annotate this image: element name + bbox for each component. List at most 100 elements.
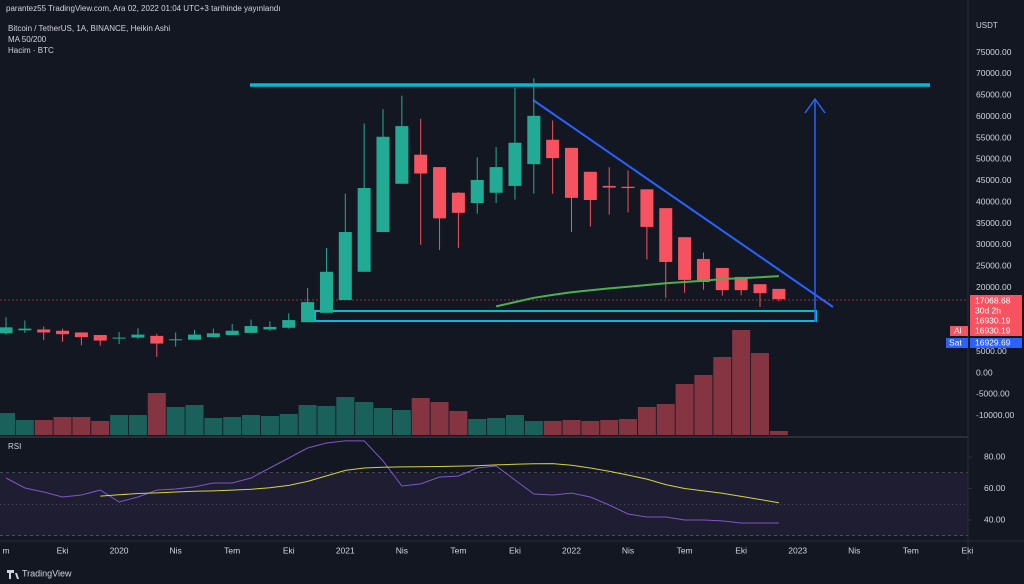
y-tick-label: 65000.00 (976, 90, 1012, 100)
x-tick-label: Nis (170, 545, 182, 555)
volume-bar (769, 431, 788, 435)
x-tick-label: Tem (677, 545, 693, 555)
volume-bar (53, 417, 72, 435)
volume-bar (34, 420, 53, 435)
sell-label-tag (946, 338, 968, 348)
rsi-ma-line (100, 463, 779, 504)
last-price: 17068.68 (975, 295, 1011, 305)
volume-bar (487, 418, 506, 435)
candle-body (734, 276, 748, 291)
volume-bar (751, 353, 769, 435)
candle-body (37, 329, 51, 333)
candle-body (376, 136, 390, 233)
volume-bar (0, 413, 15, 435)
candle-body (169, 339, 183, 341)
candle-body (772, 288, 786, 300)
x-tick-label: m (2, 545, 9, 555)
volume-bar (675, 384, 694, 435)
rsi-layer (0, 440, 968, 537)
volume-bar (430, 402, 449, 435)
currency: USDT (976, 21, 998, 30)
volume-bar (562, 420, 581, 435)
volume-bar (581, 421, 600, 435)
last-price-tag (970, 295, 1022, 327)
countdown: 30d 2h (975, 305, 1001, 315)
volume-layer (0, 330, 788, 435)
candle-body (225, 330, 239, 336)
y-tick-label: 75000.00 (976, 47, 1012, 57)
volume-bar (15, 420, 34, 435)
volume-bar (355, 402, 374, 435)
published: parantez55 TradingView.com, Ara 02, 2022… (6, 4, 280, 13)
buy-tag (970, 326, 1022, 336)
x-tick-label: Nis (622, 545, 634, 555)
candle-body (546, 139, 560, 159)
volume-bar (147, 393, 166, 435)
candle-body (508, 142, 522, 186)
ma-line (495, 275, 779, 308)
volume-bar (637, 407, 656, 435)
volume-bar (110, 415, 129, 435)
volume-bar (656, 404, 675, 435)
y-tick-label: 55000.00 (976, 132, 1012, 142)
volume-bar (336, 397, 355, 435)
x-tick-label: Eki (509, 545, 521, 555)
volume-bar (732, 330, 751, 435)
candle-body (319, 271, 333, 313)
y-tick-label: 30000.00 (976, 239, 1012, 249)
sell-price: 16929.69 (975, 337, 1011, 347)
support-box (314, 310, 817, 322)
volume-bar (317, 406, 336, 435)
volume-bar (260, 416, 279, 435)
axes: 75000.00 70000.00 65000.00 60000.00 55000.00… (2, 47, 1014, 555)
candle-body (565, 147, 578, 198)
volume-bar (166, 407, 185, 435)
x-tick-label: 2020 (110, 545, 129, 555)
candle-body (753, 284, 767, 294)
trend-line (532, 99, 834, 308)
x-tick-label: Eki (735, 545, 747, 555)
y-tick-label: -5000.00 (976, 389, 1010, 399)
volume-bar (411, 398, 430, 435)
candle-body (678, 237, 692, 280)
candle-body (150, 335, 164, 344)
candle-body (0, 327, 13, 334)
candle-body (301, 302, 315, 323)
x-tick-label: Tem (903, 545, 919, 555)
x-tick-label: 2023 (788, 545, 807, 555)
x-tick-label: 2021 (336, 545, 355, 555)
candle-body (414, 154, 428, 174)
y-tick-label: 35000.00 (976, 218, 1012, 228)
y-tick-label: 80.00 (984, 451, 1006, 461)
candle-body (74, 332, 88, 338)
volume-bar (204, 418, 223, 435)
price-layer (0, 78, 786, 357)
candle-body (640, 189, 654, 227)
volume-bar (298, 405, 317, 435)
y-tick-label: 20000.00 (976, 282, 1012, 292)
volume-bar (468, 419, 487, 435)
candle-body (131, 334, 145, 338)
volume-bar (242, 415, 261, 435)
volume-bar (713, 357, 732, 435)
arrow-head (804, 97, 826, 114)
candle-body (470, 179, 484, 203)
candle-body (338, 232, 352, 300)
volume-bar (374, 408, 392, 435)
x-tick-label: Eki (961, 545, 973, 555)
y-tick-label: 25000.00 (976, 260, 1012, 270)
x-tick-label: Nis (396, 545, 408, 555)
y-tick-label: 45000.00 (976, 175, 1012, 185)
volume-bar (128, 415, 147, 435)
volume-bar (72, 417, 91, 435)
y-tick-label: 0.00 (976, 367, 993, 377)
rsi-legend: RSI (8, 442, 21, 451)
volume-bar (392, 410, 411, 435)
volume-bar (694, 375, 713, 435)
candle-body (244, 326, 258, 333)
candle-body (206, 333, 220, 338)
volume-bar (279, 414, 298, 435)
buy-label: Al (954, 325, 962, 335)
candle-body (433, 167, 447, 219)
